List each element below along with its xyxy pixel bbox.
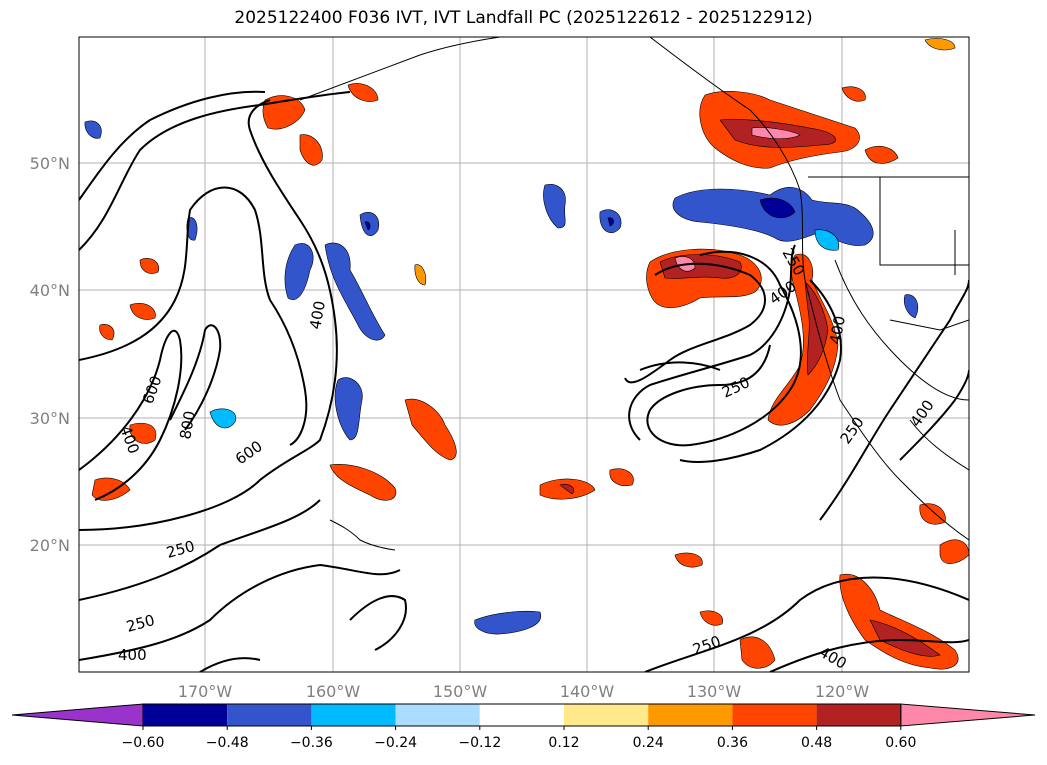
latitude-labels: 50°N 40°N 30°N 20°N: [30, 154, 70, 555]
colorbar-tick-label: 0.48: [801, 735, 832, 751]
lon-label: 140°W: [560, 682, 615, 701]
colorbar-segment: [479, 704, 564, 726]
colorbar-segment: [732, 704, 817, 726]
contour-label: 800: [176, 409, 199, 440]
colorbar-tick-label: −0.24: [374, 735, 417, 751]
lon-label: 170°W: [178, 682, 233, 701]
colorbar-tick-label: 0.12: [548, 735, 579, 751]
longitude-labels: 170°W 160°W 150°W 140°W 130°W 120°W: [178, 682, 870, 701]
colorbar-tick-label: −0.48: [206, 735, 249, 751]
colorbar-segment: [564, 704, 649, 726]
contour-label: 400: [826, 314, 849, 345]
contour-label: 400: [118, 646, 147, 664]
plot-frame: [78, 36, 970, 673]
lon-label: 120°W: [815, 682, 870, 701]
colorbar-segment: [227, 704, 312, 726]
colorbar-tick-label: 0.60: [885, 735, 916, 751]
contour-label: 400: [306, 299, 329, 330]
positive-ivt-patches: [91, 38, 969, 670]
colorbar-tick-label: 0.24: [633, 735, 664, 751]
colorbar-segment: [648, 704, 733, 726]
colorbar-tick-label: −0.12: [458, 735, 501, 751]
lon-label: 150°W: [433, 682, 488, 701]
map-plot-area: [79, 37, 969, 672]
colorbar-segment: [816, 704, 901, 726]
lat-label: 40°N: [30, 281, 70, 300]
colorbar-extend-min: [11, 703, 144, 727]
lat-label: 20°N: [30, 536, 70, 555]
lon-label: 130°W: [687, 682, 742, 701]
map-title: 2025122400 F036 IVT, IVT Landfall PC (20…: [234, 8, 813, 28]
lat-label: 50°N: [30, 154, 70, 173]
colorbar-extend-max: [900, 703, 1036, 727]
colorbar-tick-label: −0.36: [290, 735, 333, 751]
coastline: [299, 37, 969, 551]
lat-label: 30°N: [30, 409, 70, 428]
colorbar-segment: [311, 704, 396, 726]
colorbar-tick-label: −0.60: [122, 735, 165, 751]
ivt-contours: [79, 90, 969, 672]
lon-label: 160°W: [306, 682, 361, 701]
negative-ivt-patches: [84, 120, 919, 635]
colorbar-tick-label: 0.36: [717, 735, 748, 751]
colorbar-frame: [142, 703, 902, 727]
colorbar-segment: [143, 704, 228, 726]
colorbar: −0.60 −0.48 −0.36 −0.24 −0.12 0.12 0.24 0.36 0.4…: [11, 703, 1036, 751]
colorbar-segment: [395, 704, 480, 726]
